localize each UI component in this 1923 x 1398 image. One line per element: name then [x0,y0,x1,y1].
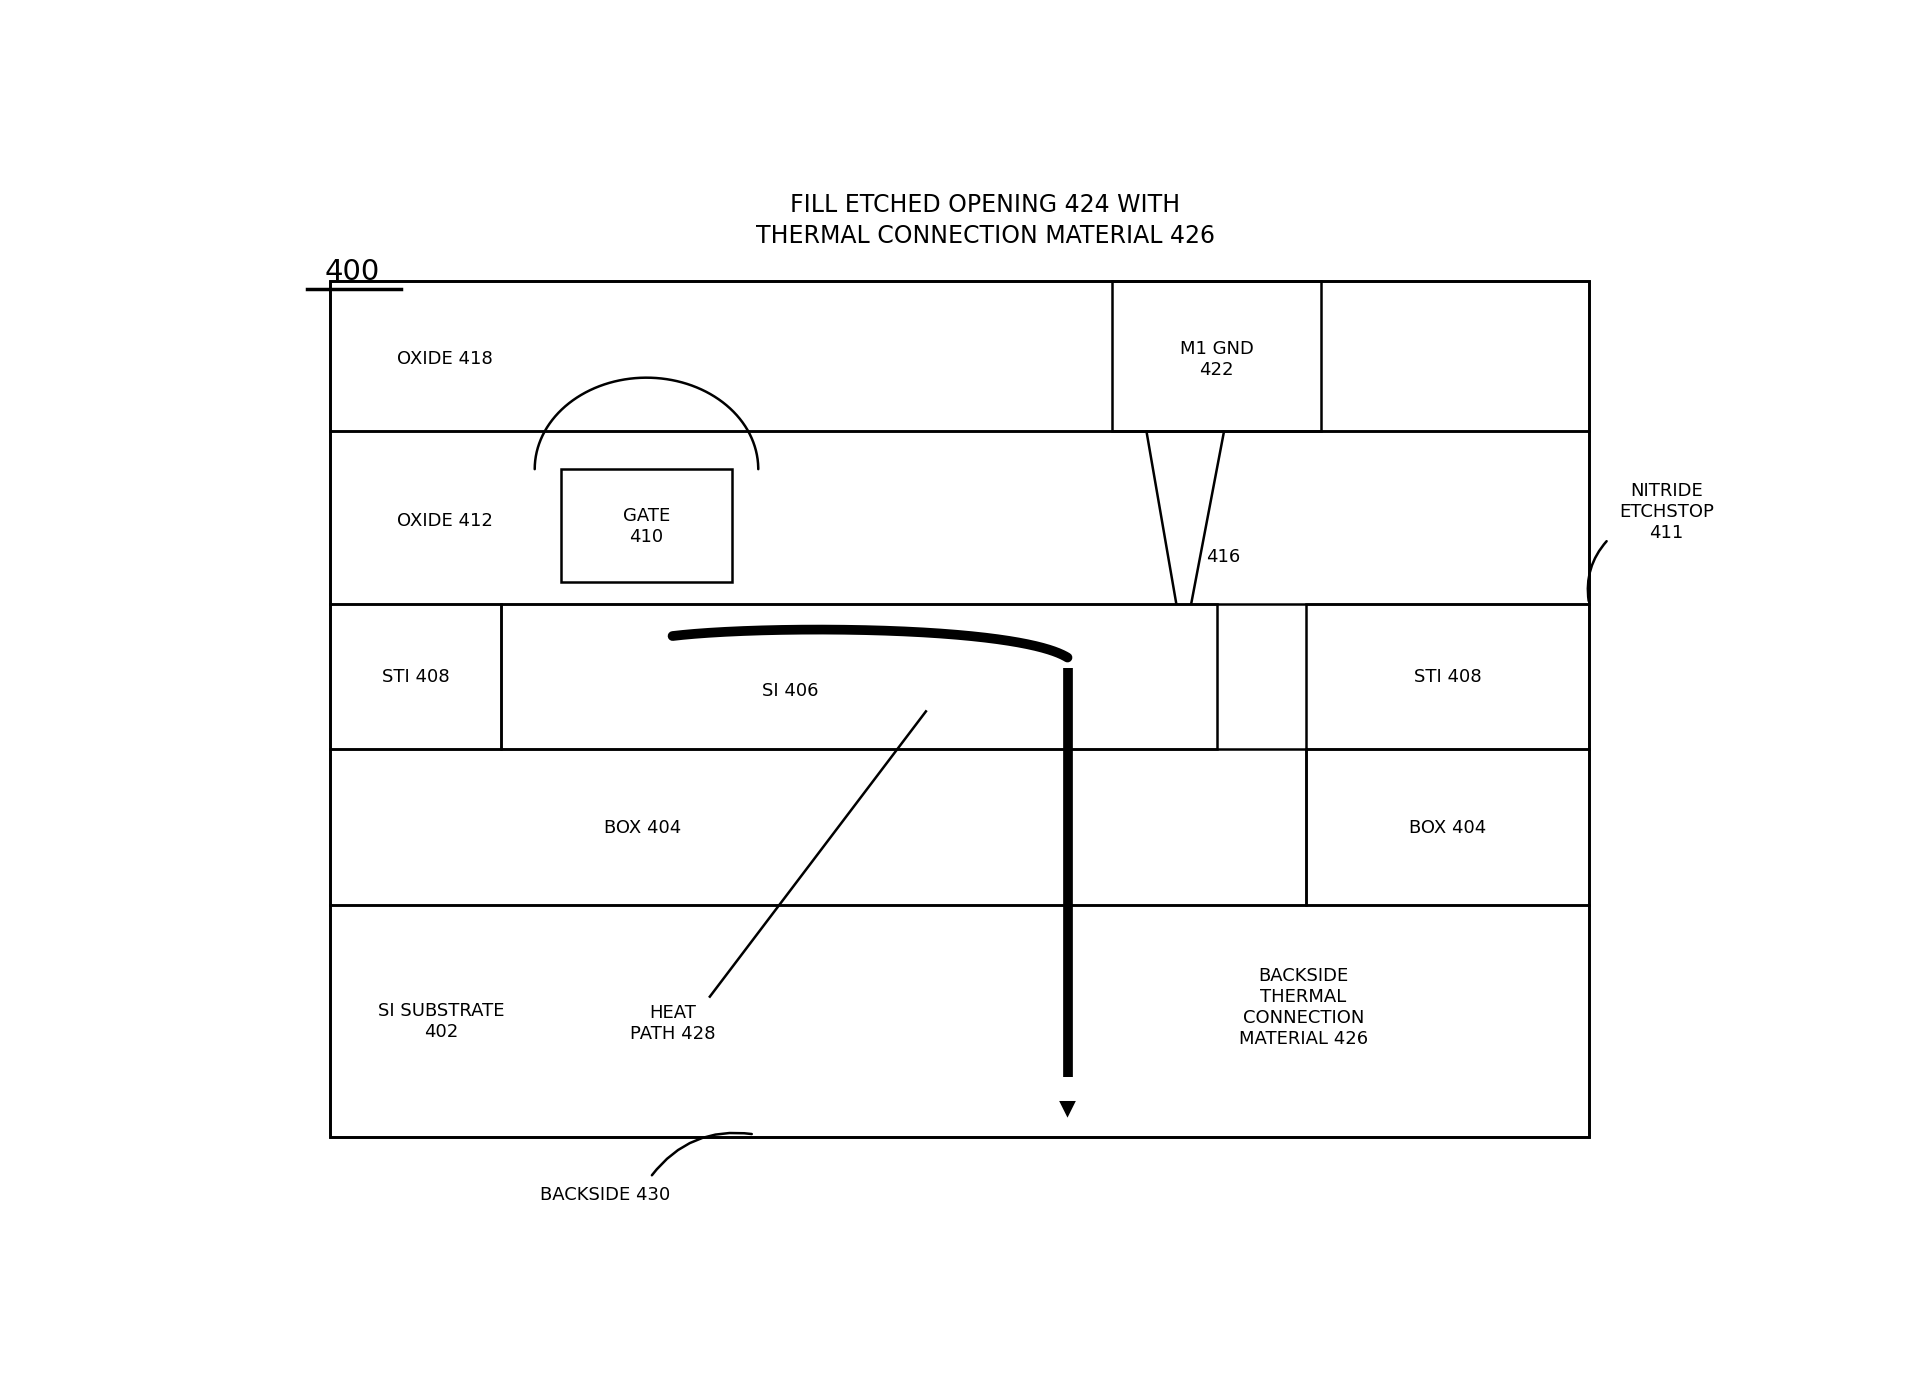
Text: BACKSIDE 430: BACKSIDE 430 [540,1186,671,1204]
Bar [331,281,1588,1137]
Bar [502,604,1217,749]
Text: BOX 404: BOX 404 [1410,819,1486,836]
Bar [331,281,1588,432]
Text: HEAT
PATH 428: HEAT PATH 428 [631,1004,715,1043]
Text: SI 406: SI 406 [762,682,819,700]
Text: OXIDE 418: OXIDE 418 [396,351,492,368]
Text: 416: 416 [1206,548,1240,566]
Bar [331,432,1588,604]
Text: FILL ETCHED OPENING 424 WITH: FILL ETCHED OPENING 424 WITH [790,193,1181,218]
Bar [1111,281,1321,432]
Text: NITRIDE
ETCHSTOP
411: NITRIDE ETCHSTOP 411 [1619,482,1713,542]
Text: 400: 400 [325,259,379,287]
Text: BACKSIDE
THERMAL
CONNECTION
MATERIAL 426: BACKSIDE THERMAL CONNECTION MATERIAL 426 [1238,967,1367,1047]
Text: STI 408: STI 408 [383,668,450,686]
Bar [1306,749,1588,905]
Text: OXIDE 412: OXIDE 412 [396,512,492,530]
Bar [331,905,1588,1137]
Text: STI 408: STI 408 [1413,668,1481,686]
Bar [1306,604,1588,749]
Text: SI SUBSTRATE
402: SI SUBSTRATE 402 [379,1002,506,1040]
Text: M1 GND
422: M1 GND 422 [1179,340,1254,379]
Bar [331,604,502,749]
Bar [562,470,733,582]
Text: BOX 404: BOX 404 [604,819,681,836]
Text: GATE
410: GATE 410 [623,507,669,545]
Bar [331,749,1306,905]
Text: THERMAL CONNECTION MATERIAL 426: THERMAL CONNECTION MATERIAL 426 [756,224,1215,247]
